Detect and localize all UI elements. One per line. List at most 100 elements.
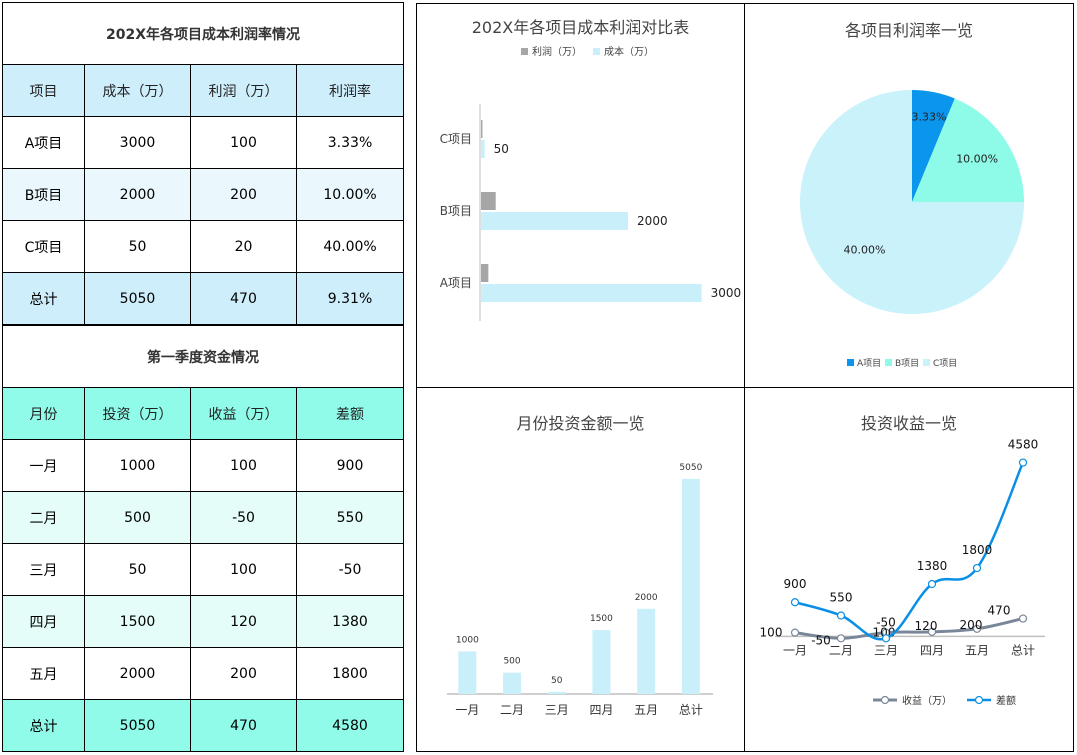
data-point [927,627,937,636]
investment-bar-chart: 1000 一月 500 二月 50 三月 1500 四月 2000 五月 5050 总计 [447,463,713,717]
column-header: 利润（万） [190,64,297,117]
column-header: 成本（万） [84,64,191,117]
data-label: 40.00% [844,244,886,257]
data-point [790,598,800,607]
data-label: 1500 [590,614,613,624]
table-row: 二月 500 -50 550 [2,491,404,544]
chart-title: 各项目利润率一览 [844,21,973,40]
data-label: 4580 [1008,438,1039,452]
table-cell: 40.00% [295,220,405,273]
table-cell: C项目 [2,220,85,273]
data-label: 470 [988,604,1011,618]
legend-swatch [593,48,600,55]
table-cell: 3000 [84,116,191,169]
project-profit-table: 202X年各项目成本利润率情况 项目 成本（万） 利润（万） 利润率 A项目 3000 100… [1,2,405,325]
table-cell: 1500 [84,595,191,648]
bar [681,478,700,694]
legend-label: B项目 [895,358,919,369]
table-row: 一月 1000 100 900 [2,439,404,492]
data-point [972,624,982,633]
bar-profit [481,120,483,138]
column-header: 收益（万） [190,387,297,440]
table-total-row: 总计 5050 470 9.31% [2,272,405,325]
legend-swatch [521,48,528,55]
table-cell: 2000 [84,647,191,700]
bar-profit [481,192,496,210]
column-header: 投资（万） [84,387,191,440]
table-header-row: 项目 成本（万） 利润（万） 利润率 [2,64,405,117]
column-header: 利润率 [295,64,405,117]
table-cell: 5050 [84,272,191,325]
table-cell: 三月 [2,543,85,596]
chart-title: 202X年各项目成本利润对比表 [471,18,690,37]
table-cell: 4580 [296,699,404,752]
data-point [927,579,937,589]
category-label: 四月 [589,703,613,717]
table-cell: 二月 [2,491,85,544]
table-cell: 5050 [84,699,191,752]
data-label: -50 [811,633,831,647]
bar [503,672,522,694]
chart-title: 投资收益一览 [860,414,957,433]
data-label: 50 [494,142,509,156]
table-cell: 550 [296,491,404,544]
category-label: C项目 [440,132,472,146]
category-label: A项目 [440,276,472,290]
table-cell: 一月 [2,439,85,492]
table-cell: 50 [84,543,191,596]
table-cell: 20 [190,220,297,273]
data-point [836,634,846,643]
bar-cost [481,212,629,230]
table-header-row: 月份 投资（万） 收益（万） 差额 [2,387,404,440]
pie-slice [800,90,1024,314]
data-label: 1380 [917,559,948,573]
legend-swatch-marker [880,695,890,705]
table-cell: 10.00% [295,168,405,221]
data-point [790,628,800,637]
table-cell: 1380 [296,595,404,648]
table-row: A项目 3000 100 3.33% [2,116,405,169]
data-label: 2000 [635,593,658,603]
table-cell: 1800 [296,647,404,700]
data-label: 900 [784,577,807,591]
legend-label: 成本（万） [604,45,654,58]
table-cell: 四月 [2,595,85,648]
cost-profit-bar-chart: 利润（万） 成本（万） A项目 3000 B项目 2000 C项目 50 [440,45,742,321]
data-label: 3000 [711,286,742,300]
table-row: C项目 50 20 40.00% [2,220,405,273]
cost-profit-chart-panel: 202X年各项目成本利润对比表 利润（万） 成本（万） A项目 3000 B项目 2000… [417,4,745,388]
bar-cost [481,284,702,302]
legend-swatch [923,359,930,366]
table-cell: 100 [190,116,297,169]
table-row: B项目 2000 200 10.00% [2,168,405,221]
data-point [1018,614,1028,623]
category-label: 二月 [829,643,853,657]
data-label: 200 [960,618,983,632]
data-label: 10.00% [956,152,998,165]
investment-income-chart-panel: 投资收益一览 一月 二月 三月 四月 五月 总计 100 -50 100 120 200 470 900… [745,388,1073,751]
profit-rate-pie-chart: 3.33% 10.00% 40.00% A项目 B项目 C项目 [800,90,1024,369]
category-label: 二月 [500,703,524,717]
data-point [836,611,846,620]
bar [637,608,656,694]
legend-label: C项目 [933,358,957,369]
table-cell: 900 [296,439,404,492]
legend-label: 差额 [996,694,1016,707]
table-cell: 9.31% [295,272,405,325]
bar-cost [481,140,485,158]
table-cell: 总计 [2,699,85,752]
table-cell: -50 [296,543,404,596]
data-label: 2000 [637,214,668,228]
table2-title: 第一季度资金情况 [2,325,404,388]
table-cell: 50 [84,220,191,273]
category-label: 五月 [965,643,989,657]
data-label: -50 [876,615,896,629]
bar [592,630,611,694]
legend-label: A项目 [857,358,881,369]
data-label: 3.33% [912,110,947,123]
bar-profit [481,264,489,282]
data-label: 120 [915,619,938,633]
column-header: 差额 [296,387,404,440]
data-point [1018,458,1028,467]
table-cell: 1000 [84,439,191,492]
